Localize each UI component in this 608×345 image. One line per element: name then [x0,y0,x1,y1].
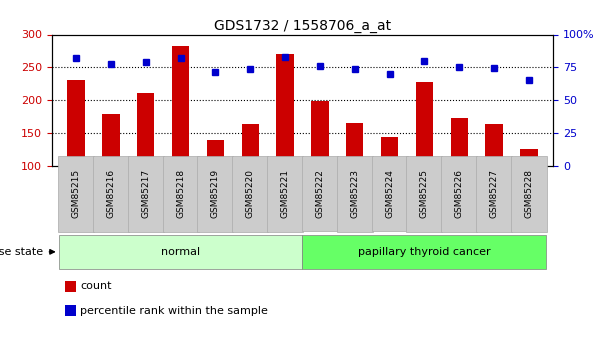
Text: percentile rank within the sample: percentile rank within the sample [80,306,268,315]
Text: GSM85225: GSM85225 [420,169,429,218]
Text: GSM85228: GSM85228 [524,169,533,218]
Text: GSM85224: GSM85224 [385,169,394,218]
Text: disease state: disease state [0,247,43,257]
Bar [172,46,189,166]
Title: GDS1732 / 1558706_a_at: GDS1732 / 1558706_a_at [214,19,391,33]
Text: GSM85220: GSM85220 [246,169,255,218]
Text: GSM85222: GSM85222 [316,169,325,218]
Text: GSM85227: GSM85227 [489,169,499,218]
Bar [346,123,364,166]
Bar [277,54,294,166]
Text: normal: normal [161,247,200,257]
Text: GSM85217: GSM85217 [141,169,150,218]
Bar [416,82,433,166]
Text: GSM85219: GSM85219 [211,169,220,218]
Text: GSM85223: GSM85223 [350,169,359,218]
Text: GSM85215: GSM85215 [72,169,81,218]
Bar [207,140,224,166]
Bar [311,101,328,166]
Text: papillary thyroid cancer: papillary thyroid cancer [358,247,491,257]
Text: count: count [80,282,111,291]
Text: GSM85226: GSM85226 [455,169,464,218]
Bar [137,93,154,166]
Bar [241,124,259,166]
Bar [451,118,468,166]
Text: GSM85221: GSM85221 [280,169,289,218]
Bar [520,149,537,166]
Text: GSM85216: GSM85216 [106,169,116,218]
Bar [485,124,503,166]
Bar [102,115,120,166]
Bar [381,137,398,166]
Text: GSM85218: GSM85218 [176,169,185,218]
Bar [67,80,85,166]
